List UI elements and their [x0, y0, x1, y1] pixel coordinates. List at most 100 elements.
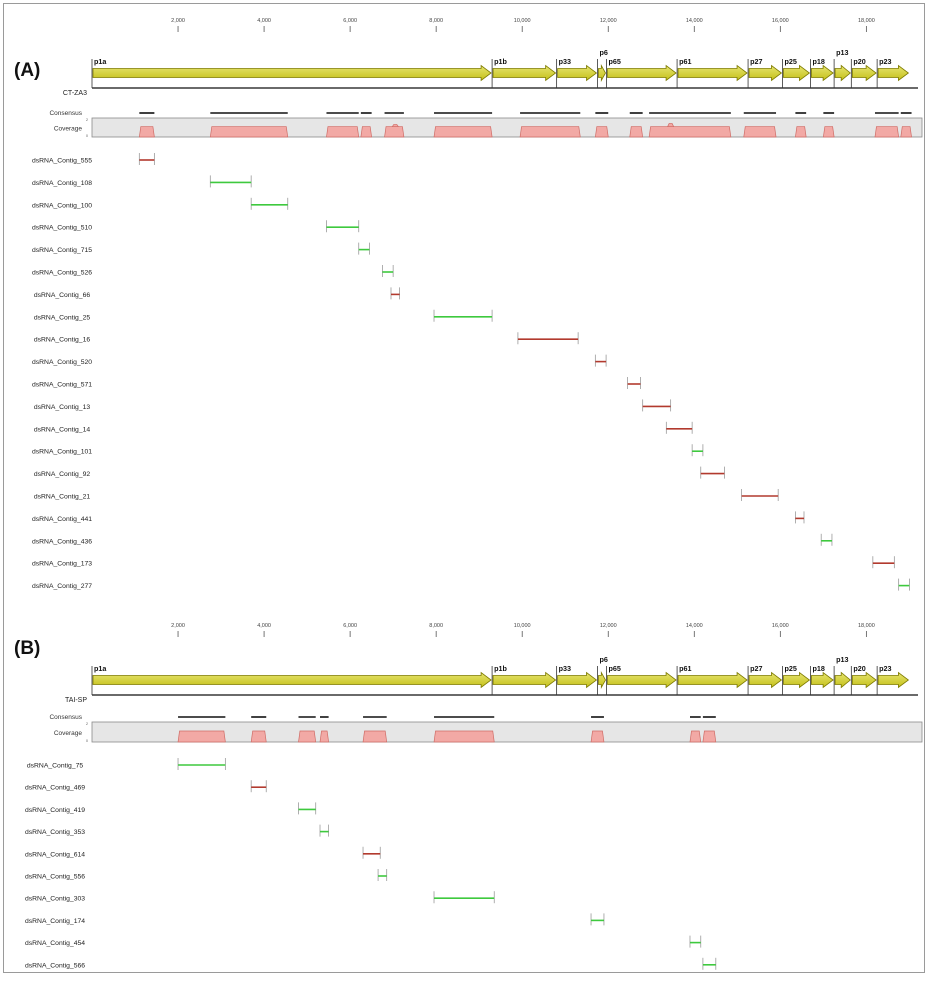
gene-arrow-p1a — [92, 671, 492, 689]
contig-label: dsRNA_Contig_108 — [32, 180, 92, 187]
contig-label: dsRNA_Contig_715 — [32, 247, 92, 254]
panel-B: 2,000 4,000 6,000 8,000 10,000 12,000 14,000 16… — [14, 623, 923, 970]
gene-label-p13: p13 — [836, 655, 848, 664]
coverage-block — [360, 126, 373, 138]
axis-tick-label: 4,000 — [257, 623, 271, 629]
genome-label: CT-ZA3 — [63, 90, 87, 97]
gene-label-p18: p18 — [812, 57, 824, 66]
axis-tick-label: 10,000 — [514, 623, 531, 629]
gene-arrow-p18 — [811, 64, 834, 82]
contig-label: dsRNA_Contig_277 — [32, 583, 92, 590]
gene-arrow-p61 — [677, 671, 748, 689]
gene-arrow-p23 — [877, 671, 910, 689]
axis-tick-label: 16,000 — [772, 18, 789, 24]
coverage-block — [319, 730, 330, 743]
contig-label: dsRNA_Contig_100 — [32, 202, 92, 209]
contig-label: dsRNA_Contig_526 — [32, 270, 92, 277]
coverage-block — [250, 730, 267, 743]
contig-label: dsRNA_Contig_303 — [25, 896, 85, 903]
gene-arrow-p65 — [607, 64, 677, 82]
contig-label: dsRNA_Contig_454 — [25, 940, 85, 947]
gene-label-p1a: p1a — [94, 664, 107, 673]
contig-label: dsRNA_Contig_101 — [32, 449, 92, 456]
axis-tick-label: 16,000 — [772, 623, 789, 629]
coverage-block — [433, 126, 493, 138]
coverage-label: Coverage — [54, 730, 83, 737]
gene-arrow-p20 — [851, 64, 877, 82]
contig-label: dsRNA_Contig_25 — [34, 314, 91, 321]
axis-tick-label: 2,000 — [171, 18, 185, 24]
contig-label: dsRNA_Contig_21 — [34, 494, 91, 501]
coverage-block — [648, 126, 732, 138]
coverage-block — [900, 126, 912, 138]
coverage-peak — [391, 124, 399, 127]
gene-label-p65: p65 — [609, 664, 621, 673]
panel-A: 2,000 4,000 6,000 8,000 10,000 12,000 14,000 16… — [14, 18, 923, 591]
coverage-block — [794, 126, 807, 138]
axis-tick-label: 12,000 — [600, 623, 617, 629]
coverage-block — [702, 730, 717, 743]
gene-label-p1b: p1b — [494, 57, 507, 66]
axis-tick-label: 14,000 — [686, 18, 703, 24]
axis-tick-label: 4,000 — [257, 18, 271, 24]
axis-tick-label: 2,000 — [171, 623, 185, 629]
contig-label: dsRNA_Contig_419 — [25, 807, 85, 814]
gene-arrow-p25 — [783, 671, 811, 689]
gene-label-p61: p61 — [679, 57, 691, 66]
coverage-block — [326, 126, 360, 138]
axis-tick-label: 6,000 — [343, 18, 357, 24]
gene-label-p23: p23 — [879, 57, 891, 66]
contig-label: dsRNA_Contig_566 — [25, 962, 85, 969]
gene-label-p27: p27 — [750, 57, 762, 66]
contig-label: dsRNA_Contig_555 — [32, 158, 92, 165]
gene-label-p1a: p1a — [94, 57, 107, 66]
coverage-block — [138, 126, 155, 138]
coverage-label: Coverage — [54, 126, 83, 133]
coverage-min-label: 0 — [86, 739, 88, 743]
axis-tick-label: 18,000 — [858, 623, 875, 629]
coverage-block — [743, 126, 777, 138]
gene-label-p25: p25 — [784, 664, 796, 673]
genome-label: TAI-SP — [65, 697, 87, 704]
coverage-block — [362, 730, 388, 743]
gene-label-p1b: p1b — [494, 664, 507, 673]
gene-label-p25: p25 — [784, 57, 796, 66]
coverage-block — [209, 126, 289, 138]
gene-label-p13: p13 — [836, 48, 848, 57]
contig-label: dsRNA_Contig_75 — [27, 763, 84, 770]
coverage-block — [590, 730, 605, 743]
gene-label-p61: p61 — [679, 664, 691, 673]
gene-arrow-p6 — [598, 63, 606, 83]
gene-arrow-p13 — [834, 64, 851, 82]
contig-label: dsRNA_Contig_14 — [34, 426, 91, 433]
contig-label: dsRNA_Contig_520 — [32, 359, 92, 366]
gene-label-p65: p65 — [609, 57, 621, 66]
coverage-block — [384, 126, 405, 138]
gene-arrow-p27 — [748, 64, 783, 82]
coverage-block — [822, 126, 835, 138]
contig-label: dsRNA_Contig_614 — [25, 851, 85, 858]
coverage-block — [689, 730, 702, 743]
gene-arrow-p6 — [598, 670, 606, 690]
gene-arrow-p1b — [492, 64, 557, 82]
contig-label: dsRNA_Contig_16 — [34, 337, 91, 344]
gene-arrow-p61 — [677, 64, 748, 82]
axis-tick-label: 6,000 — [343, 623, 357, 629]
contig-label: dsRNA_Contig_174 — [25, 918, 85, 925]
gene-arrow-p27 — [748, 671, 783, 689]
axis-tick-label: 8,000 — [429, 623, 443, 629]
axis-tick-label: 12,000 — [600, 18, 617, 24]
coverage-block — [594, 126, 609, 138]
gene-arrow-p33 — [557, 671, 598, 689]
coverage-block — [874, 126, 900, 138]
contig-label: dsRNA_Contig_173 — [32, 561, 92, 568]
contig-label: dsRNA_Contig_556 — [25, 874, 85, 881]
coverage-max-label: 2 — [86, 722, 88, 726]
gene-label-p33: p33 — [559, 57, 571, 66]
gene-label-p6: p6 — [599, 655, 607, 664]
gene-arrow-p23 — [877, 64, 910, 82]
contig-label: dsRNA_Contig_92 — [34, 471, 91, 478]
gene-arrow-p18 — [811, 671, 834, 689]
gene-label-p33: p33 — [559, 664, 571, 673]
